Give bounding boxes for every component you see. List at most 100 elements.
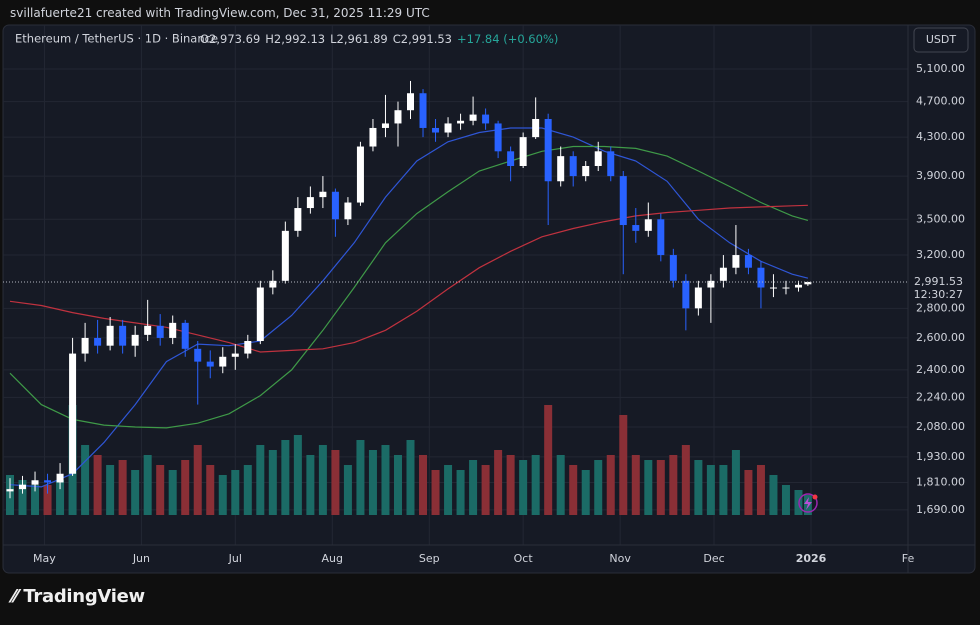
volume-bar bbox=[531, 455, 540, 515]
candle-body bbox=[782, 287, 790, 289]
x-tick-label: Aug bbox=[322, 552, 343, 565]
candle-body bbox=[219, 356, 227, 367]
y-tick-label: 4,700.00 bbox=[916, 95, 965, 108]
moving-average bbox=[9, 204, 808, 353]
x-tick-label: Jul bbox=[228, 552, 242, 565]
candle-body bbox=[156, 325, 164, 338]
brand-text: TradingView bbox=[23, 586, 145, 607]
candle-body bbox=[356, 146, 364, 203]
candle-body bbox=[444, 123, 452, 133]
candle-body bbox=[482, 114, 490, 124]
candle-body bbox=[594, 151, 602, 166]
candle-body bbox=[657, 219, 665, 256]
y-tick-label: 2,240.00 bbox=[916, 390, 965, 403]
candle-body bbox=[569, 156, 577, 177]
chart-panel bbox=[2, 24, 976, 574]
volume-bar bbox=[519, 460, 528, 515]
candle-body bbox=[106, 325, 114, 346]
x-tick-label: Jun bbox=[132, 552, 150, 565]
chart-title: Ethereum / TetherUS · 1D · Binance bbox=[15, 32, 218, 46]
volume-bar bbox=[631, 455, 640, 515]
volume-bar bbox=[469, 460, 478, 515]
ohlc-value: +17.84 (+0.60%) bbox=[457, 32, 558, 46]
candle-body bbox=[732, 255, 740, 268]
currency-box[interactable] bbox=[913, 27, 969, 53]
candle-body bbox=[119, 325, 127, 346]
y-tick-label: 5,100.00 bbox=[916, 62, 965, 75]
candle-body bbox=[469, 114, 477, 121]
volume-bar bbox=[243, 465, 252, 515]
alert-icon[interactable] bbox=[804, 497, 812, 510]
volume-bar bbox=[256, 445, 265, 515]
volume-bar bbox=[206, 465, 215, 515]
volume-bar bbox=[719, 465, 728, 515]
volume-bar bbox=[406, 440, 415, 515]
volume-bar bbox=[431, 470, 440, 515]
volume-bar bbox=[106, 465, 115, 515]
volume-bar bbox=[131, 470, 140, 515]
chart: 5,100.00 4,700.00 4,300.00 3,900.00 3,500.00… bbox=[2, 24, 976, 574]
candle-body bbox=[632, 225, 640, 231]
volume-bar bbox=[368, 450, 377, 515]
y-tick-label: 1,810.00 bbox=[916, 475, 965, 488]
candle-body bbox=[407, 93, 415, 111]
candle-body bbox=[607, 151, 615, 177]
x-tick-label: Nov bbox=[609, 552, 631, 565]
volume-bar bbox=[606, 455, 615, 515]
volume-bar bbox=[481, 465, 490, 515]
volume-bar bbox=[18, 480, 27, 515]
volume-bar bbox=[231, 470, 240, 515]
candle-body bbox=[557, 156, 565, 182]
candle-body bbox=[94, 337, 102, 346]
candle-body bbox=[719, 267, 727, 281]
volume-bar bbox=[181, 460, 190, 515]
candle-body bbox=[169, 322, 177, 338]
candle-body bbox=[394, 110, 402, 124]
candle-body bbox=[644, 219, 652, 231]
candle-body bbox=[507, 151, 515, 166]
volume-bar bbox=[644, 460, 653, 515]
x-tick-label: May bbox=[33, 552, 56, 565]
volume-bar bbox=[544, 405, 553, 515]
volume-bar bbox=[556, 455, 565, 515]
volume-bar bbox=[769, 475, 778, 515]
volume-bar bbox=[393, 455, 402, 515]
volume-bar bbox=[569, 465, 578, 515]
moving-average bbox=[9, 127, 809, 488]
candle-body bbox=[306, 197, 314, 209]
y-tick-label: 2,080.00 bbox=[916, 420, 965, 433]
volume-bar bbox=[43, 485, 52, 515]
volume-bar bbox=[143, 455, 152, 515]
volume-bar bbox=[694, 460, 703, 515]
candle-body bbox=[804, 281, 812, 285]
candle-body bbox=[344, 202, 352, 220]
ohlc-value: H2,992.13 bbox=[265, 32, 325, 46]
alert-icon[interactable] bbox=[798, 493, 818, 513]
candle-body bbox=[194, 348, 202, 362]
currency[interactable]: USDT bbox=[926, 33, 957, 46]
candle-body bbox=[31, 480, 39, 485]
candle-body bbox=[457, 120, 465, 124]
y-tick-label: 4,300.00 bbox=[916, 130, 965, 143]
candle-body bbox=[494, 123, 502, 152]
countdown: 12:30:27 bbox=[914, 288, 963, 301]
y-tick-label: 3,200.00 bbox=[916, 248, 965, 261]
volume-bar bbox=[318, 445, 327, 515]
candle-body bbox=[6, 489, 14, 492]
y-tick-label: 3,900.00 bbox=[916, 169, 965, 182]
candle-body bbox=[419, 93, 427, 128]
y-tick-label: 2,800.00 bbox=[916, 301, 965, 314]
candle-body bbox=[582, 165, 590, 177]
last-price-box bbox=[910, 272, 968, 303]
volume-bar bbox=[93, 455, 102, 515]
volume-bar bbox=[306, 455, 315, 515]
volume-bar bbox=[381, 445, 390, 515]
y-tick-label: 1,690.00 bbox=[916, 503, 965, 516]
volume-bar bbox=[731, 450, 740, 515]
moving-average bbox=[9, 145, 809, 429]
candle-body bbox=[181, 322, 189, 349]
x-tick-label: Oct bbox=[514, 552, 534, 565]
candle-body bbox=[269, 280, 277, 288]
volume-bar bbox=[594, 460, 603, 515]
